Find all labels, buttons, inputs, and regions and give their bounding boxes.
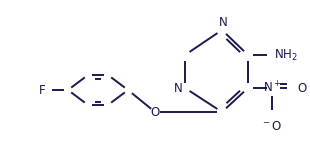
Text: F: F bbox=[39, 84, 46, 97]
Text: N: N bbox=[174, 82, 183, 95]
Text: N$^+$: N$^+$ bbox=[263, 80, 281, 96]
Text: $^-$O: $^-$O bbox=[261, 120, 283, 133]
Text: N: N bbox=[219, 16, 227, 29]
Text: O: O bbox=[297, 82, 306, 95]
Text: O: O bbox=[150, 106, 160, 120]
Text: NH$_2$: NH$_2$ bbox=[274, 47, 298, 63]
